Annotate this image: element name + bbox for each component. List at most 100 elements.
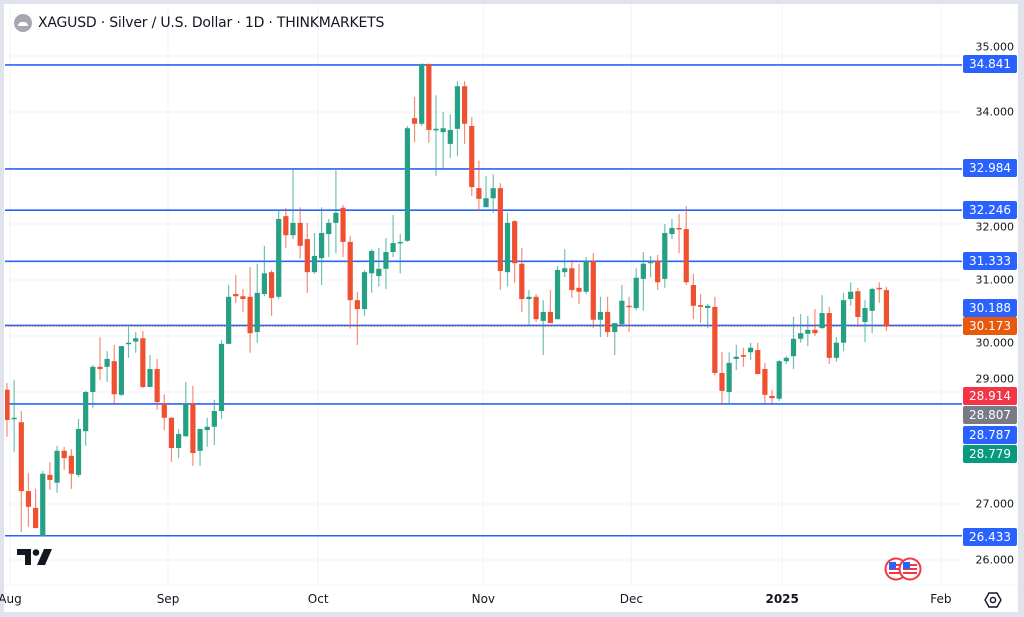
candle-body <box>712 306 718 373</box>
candle-body <box>512 221 518 264</box>
candle-up <box>554 266 561 320</box>
candle-down <box>426 63 432 143</box>
candle-down <box>347 235 353 329</box>
candle-down <box>769 389 775 404</box>
price-tick-label: 29.000 <box>975 372 1015 386</box>
candle-up <box>640 252 646 311</box>
candle-body <box>640 263 646 279</box>
candle-body <box>125 342 132 345</box>
candle-body <box>383 252 389 269</box>
candle-down <box>111 344 117 404</box>
candles <box>5 63 890 536</box>
symbol-title[interactable]: XAGUSD · Silver / U.S. Dollar · 1D · THI… <box>38 15 385 31</box>
candle-body <box>440 128 446 133</box>
horizontal-levels <box>5 64 962 537</box>
candle-down <box>605 296 611 338</box>
frame-left <box>0 0 4 617</box>
candle-up <box>619 285 625 325</box>
price-tick-label: 35.000 <box>975 40 1015 54</box>
tradingview-logo[interactable] <box>17 549 53 567</box>
candle-down <box>683 206 689 286</box>
frame-top <box>0 0 1024 4</box>
price-label: 30.188 <box>963 299 1017 317</box>
candle-up <box>11 380 17 452</box>
candle-up <box>183 381 189 437</box>
candle-body <box>454 86 461 129</box>
candle-down <box>33 488 39 529</box>
candle-body <box>562 268 568 273</box>
candle-up <box>133 332 139 353</box>
candle-body <box>733 356 739 359</box>
settings-gear-icon[interactable] <box>984 591 1002 609</box>
candle-body <box>176 434 182 448</box>
candle-up <box>369 249 375 293</box>
candle-up <box>54 445 60 493</box>
time-tick-label: Feb <box>930 592 952 606</box>
candle-body <box>848 291 854 300</box>
candle-body <box>47 474 53 480</box>
candle-down <box>676 213 682 254</box>
candle-up <box>204 417 210 447</box>
candle-up <box>597 296 604 338</box>
candle-body <box>883 290 890 327</box>
candle-body <box>204 426 210 431</box>
candle-body <box>726 362 732 392</box>
candle-up <box>125 327 132 358</box>
price-label: 28.787 <box>963 426 1017 444</box>
grid-lines <box>5 5 962 585</box>
candle-body <box>376 268 382 277</box>
candle-body <box>497 188 503 272</box>
candle-body <box>161 403 167 418</box>
candle-body <box>40 473 46 536</box>
candle-up <box>490 174 496 213</box>
price-label: 28.779 <box>963 445 1017 463</box>
candle-body <box>683 229 689 283</box>
candle-body <box>133 338 139 342</box>
candle-body <box>433 128 439 131</box>
candle-down <box>697 294 704 324</box>
candle-body <box>862 308 868 322</box>
price-tick-label: 31.000 <box>975 273 1015 287</box>
candle-down <box>462 81 468 144</box>
us-flag-events-icon[interactable] <box>884 557 924 581</box>
candle-down <box>476 160 482 212</box>
candle-body <box>647 260 654 264</box>
candle-up <box>440 112 446 168</box>
candle-up <box>361 269 368 316</box>
candle-up <box>562 249 568 278</box>
candle-body <box>190 403 196 454</box>
candle-body <box>462 86 468 124</box>
candle-body <box>361 272 368 310</box>
candle-down <box>533 294 539 322</box>
candle-body <box>83 392 89 432</box>
candle-up <box>383 238 389 289</box>
candle-down <box>655 254 661 291</box>
candle-up <box>633 268 639 311</box>
candle-body <box>783 357 789 362</box>
candle-down <box>826 306 832 364</box>
candle-body <box>90 366 96 392</box>
candle-up <box>526 290 532 325</box>
symbol-logo-icon <box>14 14 32 32</box>
candle-body <box>755 350 761 375</box>
candle-body <box>268 272 275 298</box>
candle-up <box>583 257 589 294</box>
time-tick-label: Nov <box>471 592 496 606</box>
candle-body <box>748 347 754 353</box>
frame-right <box>1018 0 1024 617</box>
time-tick-label: Oct <box>307 592 329 606</box>
candle-up <box>790 316 797 370</box>
candle-body <box>304 239 310 273</box>
candle-body <box>626 305 632 308</box>
candle-body <box>769 395 775 399</box>
candle-up <box>805 315 811 347</box>
candle-down <box>283 207 289 249</box>
price-label: 28.914 <box>963 387 1017 405</box>
candle-down <box>576 263 582 305</box>
candle-body <box>147 369 153 387</box>
candle-body <box>447 129 453 144</box>
candle-body <box>354 300 360 310</box>
candle-up <box>390 215 396 258</box>
candle-body <box>790 338 797 357</box>
